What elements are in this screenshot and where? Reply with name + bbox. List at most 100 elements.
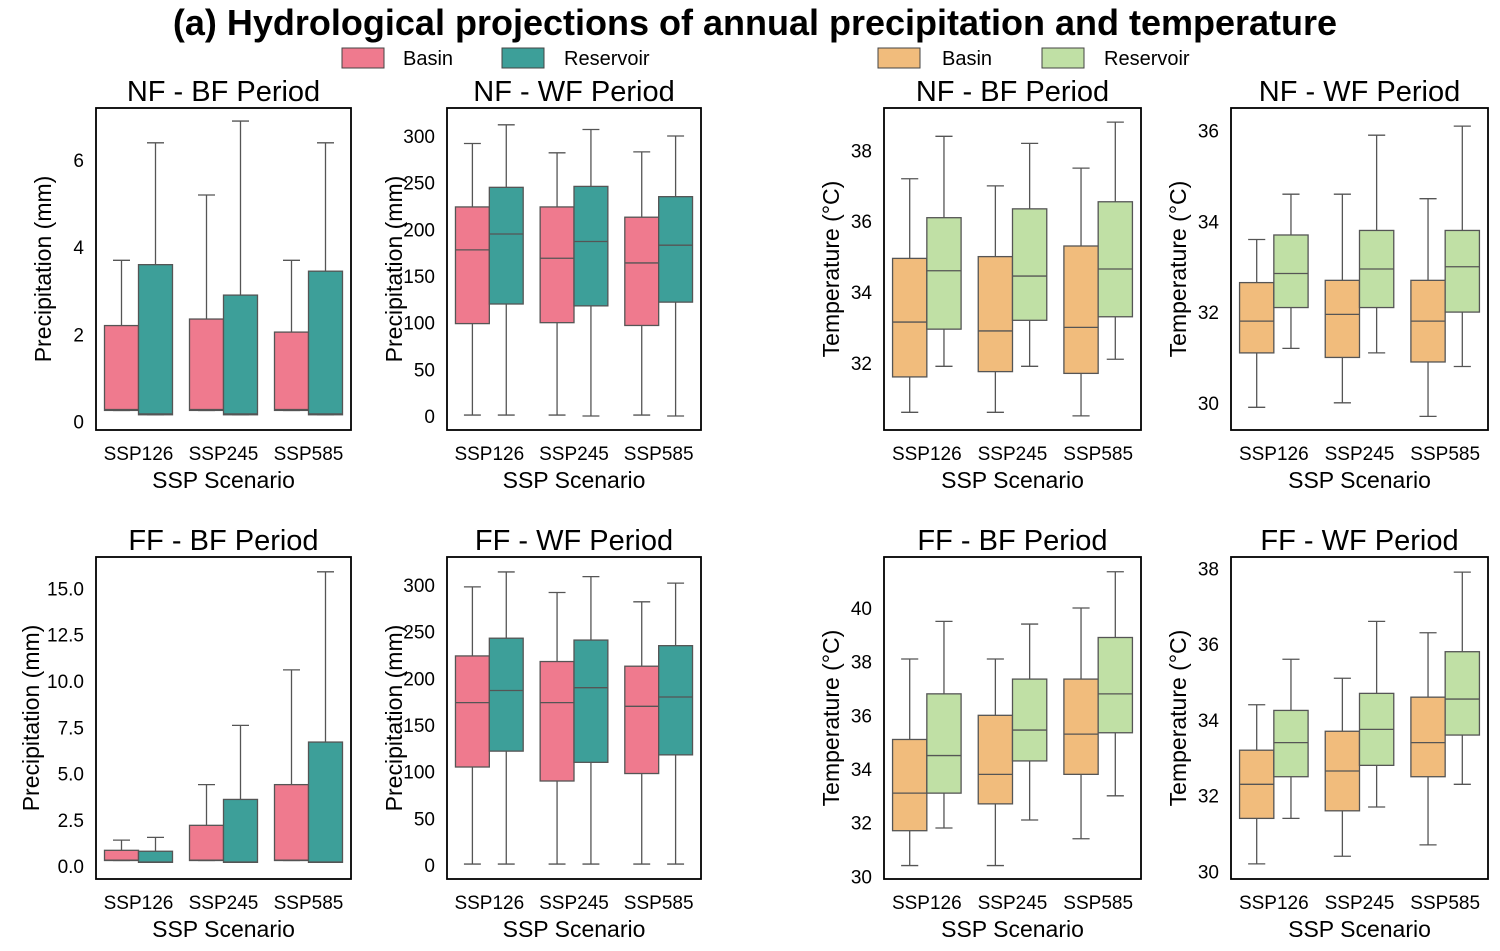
x-tick-label: SSP245 [189, 893, 259, 914]
box-reservoir-ssp245 [222, 120, 259, 416]
box-iqr [624, 216, 660, 327]
y-tick-label: 0.0 [58, 857, 84, 878]
x-tick-label: SSP245 [1325, 444, 1395, 465]
panel-3: NF - BF Period 32 34 36 38 SSP126 SSP245 SSP585… [818, 76, 1142, 493]
y-tick-label: 0 [424, 856, 435, 877]
x-axis-label: SSP Scenario [503, 916, 646, 942]
box-iqr [103, 849, 140, 862]
box-iqr [273, 783, 310, 862]
axes-frame [883, 556, 1142, 880]
box-basin-ssp245 [1324, 677, 1361, 857]
axes-frame [446, 107, 702, 431]
panel-title: NF - WF Period [1259, 76, 1460, 108]
box-basin-ssp245 [977, 658, 1014, 867]
x-tick-label: SSP585 [624, 444, 694, 465]
panel-4: NF - WF Period 30 32 34 36 SSP126 SSP245 SSP585… [1165, 76, 1489, 493]
legend-label-basin-temp: Basin [942, 48, 992, 70]
x-tick-label: SSP585 [1063, 444, 1133, 465]
y-tick-label: 12.5 [47, 626, 84, 647]
y-tick-label: 40 [851, 599, 872, 620]
box-basin-ssp126 [454, 142, 490, 416]
y-tick-label: 100 [403, 314, 435, 335]
y-axis-label: Temperature (°C) [818, 181, 844, 358]
y-tick-label: 50 [414, 360, 435, 381]
box-basin-ssp585 [1410, 198, 1446, 418]
y-axis-label: Precipitation (mm) [381, 625, 407, 812]
y-tick-label: 250 [403, 623, 435, 644]
y-axis-label: Temperature (°C) [1165, 181, 1191, 358]
box-iqr [273, 331, 310, 412]
box-basin-ssp126 [454, 586, 490, 865]
y-tick-label: 200 [403, 220, 435, 241]
axes-frame [883, 107, 1142, 431]
box-iqr [1324, 279, 1361, 359]
box-iqr [926, 693, 962, 794]
box-basin-ssp126 [103, 259, 140, 412]
box-basin-ssp245 [977, 185, 1014, 413]
y-tick-label: 30 [1198, 862, 1219, 883]
box-iqr [454, 655, 490, 768]
legend-swatch-reservoir-temp [1041, 47, 1085, 69]
box-reservoir-ssp245 [1358, 134, 1395, 354]
box-iqr [1063, 678, 1099, 776]
box-iqr [1410, 696, 1446, 778]
box-basin-ssp585 [273, 259, 310, 412]
box-iqr [188, 824, 225, 862]
panel-title: FF - WF Period [475, 525, 673, 557]
box-iqr [222, 798, 259, 863]
legend-label-reservoir-temp: Reservoir [1104, 48, 1190, 70]
box-reservoir-ssp585 [307, 571, 344, 863]
y-tick-label: 7.5 [58, 718, 84, 739]
panel-title: NF - WF Period [473, 76, 674, 108]
y-tick-label: 34 [851, 760, 873, 781]
legend-swatch-basin-temp [877, 47, 921, 69]
y-tick-label: 36 [851, 706, 872, 727]
panel-title: FF - BF Period [128, 525, 318, 557]
x-tick-label: SSP126 [104, 893, 174, 914]
y-tick-label: 50 [414, 809, 435, 830]
box-reservoir-ssp245 [573, 575, 609, 865]
y-tick-label: 300 [403, 127, 435, 148]
y-tick-label: 38 [1198, 559, 1219, 580]
y-tick-label: 250 [403, 174, 435, 195]
legend-label-basin-precip: Basin [403, 48, 453, 70]
box-iqr [1238, 281, 1275, 354]
box-iqr [1011, 208, 1048, 321]
box-iqr [539, 206, 575, 324]
x-axis-label: SSP Scenario [1288, 467, 1431, 493]
box-basin-ssp245 [1324, 193, 1361, 404]
box-iqr [222, 294, 259, 416]
x-axis-label: SSP Scenario [941, 916, 1084, 942]
y-tick-label: 5.0 [58, 765, 84, 786]
box-iqr [1011, 678, 1048, 762]
x-tick-label: SSP245 [978, 893, 1048, 914]
y-tick-label: 34 [1198, 212, 1220, 233]
box-iqr [137, 850, 174, 863]
axes-frame [1230, 556, 1489, 880]
x-tick-label: SSP245 [978, 444, 1048, 465]
x-axis-label: SSP Scenario [152, 467, 295, 493]
box-reservoir-ssp585 [1097, 571, 1134, 797]
y-tick-label: 32 [1198, 303, 1219, 324]
x-tick-label: SSP126 [892, 444, 962, 465]
box-basin-ssp585 [624, 151, 660, 416]
y-tick-label: 32 [851, 354, 872, 375]
box-iqr [539, 660, 575, 782]
x-tick-label: SSP126 [1239, 444, 1309, 465]
legend-temperature: Basin Reservoir [877, 47, 1190, 70]
box-iqr [454, 206, 490, 325]
panel-title: NF - BF Period [127, 76, 320, 108]
box-reservoir-ssp245 [1011, 142, 1048, 367]
y-tick-label: 15.0 [47, 579, 84, 600]
box-iqr [307, 741, 344, 863]
x-tick-label: SSP585 [624, 893, 694, 914]
y-tick-label: 38 [851, 653, 872, 674]
box-basin-ssp585 [1063, 167, 1099, 417]
y-tick-label: 38 [851, 141, 872, 162]
y-tick-label: 32 [851, 814, 872, 835]
box-basin-ssp126 [891, 178, 928, 413]
